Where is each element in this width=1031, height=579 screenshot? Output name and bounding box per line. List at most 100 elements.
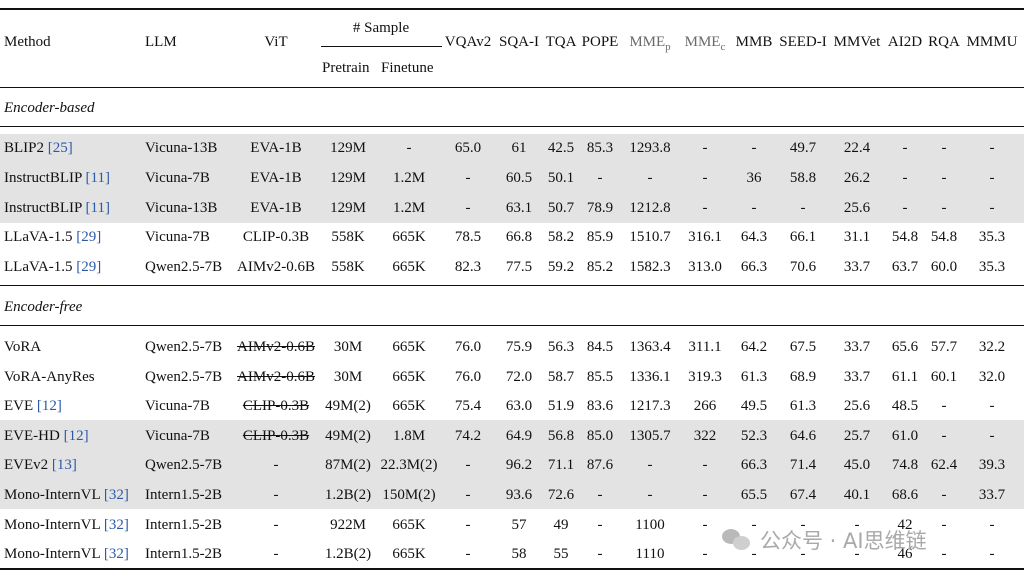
- citation-link[interactable]: [13]: [51, 457, 77, 473]
- cell-mmep: 1305.7: [629, 428, 671, 444]
- cell-mmec: 322: [693, 428, 717, 444]
- cell-mmec: -: [702, 457, 708, 473]
- cell-mmvet: 25.6: [843, 200, 871, 216]
- cell-vit: AIMv2-0.6B: [237, 369, 315, 385]
- cell-pretrain: 30M: [333, 339, 363, 355]
- cell-sqai: 63.1: [505, 200, 533, 216]
- cell-pretrain: 49M(2): [325, 428, 371, 444]
- shaded-group-eve-hd: [0, 420, 1024, 509]
- header-mmep-sub: p: [665, 41, 671, 53]
- method-name: EVE: [4, 398, 34, 414]
- cell-mmep: 1582.3: [629, 259, 671, 275]
- cell-mmmu: 32.2: [978, 339, 1006, 355]
- cell-mmep: 1217.3: [629, 398, 671, 414]
- citation-link[interactable]: [29]: [76, 229, 102, 245]
- cell-mmvet: 45.0: [843, 457, 871, 473]
- cell-finetune: 665K: [392, 229, 426, 245]
- cell-tqa: 56.8: [547, 428, 575, 444]
- cell-seedi: -: [800, 546, 806, 562]
- cell-finetune: 665K: [392, 369, 426, 385]
- cell-mmmu: -: [989, 200, 995, 216]
- cell-pope: 78.9: [586, 200, 614, 216]
- cell-tqa: 58.7: [547, 369, 575, 385]
- cell-llm: Qwen2.5-7B: [145, 457, 223, 473]
- cell-llm: Vicuna-7B: [145, 428, 210, 444]
- cell-method: VoRA: [4, 337, 41, 357]
- cell-llm: Vicuna-7B: [145, 170, 210, 186]
- cell-vqav2: 76.0: [454, 339, 482, 355]
- cell-mmec: -: [702, 140, 708, 156]
- cell-method: InstructBLIP [11]: [4, 198, 110, 218]
- cell-ai2d: -: [902, 140, 908, 156]
- cell-mmb: 49.5: [740, 398, 768, 414]
- citation-link[interactable]: [11]: [85, 170, 110, 186]
- cell-pretrain: 558K: [331, 259, 365, 275]
- cell-vit: AIMv2-0.6B: [237, 339, 315, 355]
- cell-tqa: 71.1: [547, 457, 575, 473]
- cell-pope: 85.2: [586, 259, 614, 275]
- cell-llm: Vicuna-7B: [145, 398, 210, 414]
- cell-llm: Vicuna-13B: [145, 140, 218, 156]
- header-rqa: RQA: [928, 34, 960, 50]
- cell-mmep: 1212.8: [629, 200, 671, 216]
- cell-ai2d: -: [902, 200, 908, 216]
- cell-vqav2: -: [465, 170, 471, 186]
- citation-link[interactable]: [32]: [103, 487, 129, 503]
- cell-finetune: -: [406, 140, 412, 156]
- header-mmec-sub: c: [720, 41, 726, 53]
- citation-link[interactable]: [32]: [103, 517, 129, 533]
- cell-vqav2: 75.4: [454, 398, 482, 414]
- cell-rqa: -: [941, 170, 947, 186]
- citation-link[interactable]: [12]: [63, 428, 89, 444]
- method-name: InstructBLIP: [4, 200, 82, 216]
- cell-ai2d: 65.6: [891, 339, 919, 355]
- cell-vit: EVA-1B: [250, 200, 302, 216]
- sample-group-rule: [321, 46, 442, 47]
- citation-link[interactable]: [11]: [85, 200, 110, 216]
- cell-mmb: -: [751, 517, 757, 533]
- header-method: Method: [4, 34, 51, 50]
- cell-method: EVE [12]: [4, 396, 62, 416]
- cell-vqav2: 82.3: [454, 259, 482, 275]
- cell-finetune: 665K: [392, 339, 426, 355]
- cell-tqa: 59.2: [547, 259, 575, 275]
- cell-rqa: 62.4: [930, 457, 958, 473]
- citation-link[interactable]: [32]: [103, 546, 129, 562]
- citation-link[interactable]: [25]: [47, 140, 73, 156]
- header-tqa: TQA: [545, 34, 577, 50]
- cell-pope: 83.6: [586, 398, 614, 414]
- cell-rqa: 60.0: [930, 259, 958, 275]
- cell-llm: Vicuna-7B: [145, 229, 210, 245]
- cell-pope: 87.6: [586, 457, 614, 473]
- cell-pretrain: 129M: [330, 170, 366, 186]
- cell-finetune: 665K: [392, 517, 426, 533]
- cell-mmec: -: [702, 517, 708, 533]
- cell-vqav2: -: [465, 517, 471, 533]
- cell-vit: -: [273, 546, 279, 562]
- header-llm: LLM: [145, 34, 177, 50]
- watermark: 公众号 · AI思维链: [722, 524, 1012, 556]
- cell-finetune: 1.2M: [392, 170, 426, 186]
- citation-link[interactable]: [12]: [36, 398, 62, 414]
- cell-vqav2: 74.2: [454, 428, 482, 444]
- cell-seedi: 70.6: [789, 259, 817, 275]
- cell-mmvet: 31.1: [843, 229, 871, 245]
- cell-mmvet: -: [854, 517, 860, 533]
- header-mmep: MMEp: [629, 32, 670, 57]
- cell-mmb: 66.3: [740, 457, 768, 473]
- cell-pope: -: [597, 487, 603, 503]
- cell-rqa: -: [941, 140, 947, 156]
- method-name: LLaVA-1.5: [4, 229, 73, 245]
- cell-method: LLaVA-1.5 [29]: [4, 227, 101, 247]
- cell-mmec: 266: [693, 398, 717, 414]
- cell-finetune: 22.3M(2): [380, 457, 438, 473]
- header-pretrain: Pretrain: [322, 60, 370, 76]
- cell-seedi: 67.4: [789, 487, 817, 503]
- cell-mmmu: 35.3: [978, 259, 1006, 275]
- cell-seedi: 61.3: [789, 398, 817, 414]
- citation-link[interactable]: [29]: [76, 259, 102, 275]
- cell-pretrain: 1.2B(2): [324, 487, 372, 503]
- cell-mmmu: 39.3: [978, 457, 1006, 473]
- cell-mmec: 311.1: [688, 339, 722, 355]
- cell-pretrain: 922M: [330, 517, 366, 533]
